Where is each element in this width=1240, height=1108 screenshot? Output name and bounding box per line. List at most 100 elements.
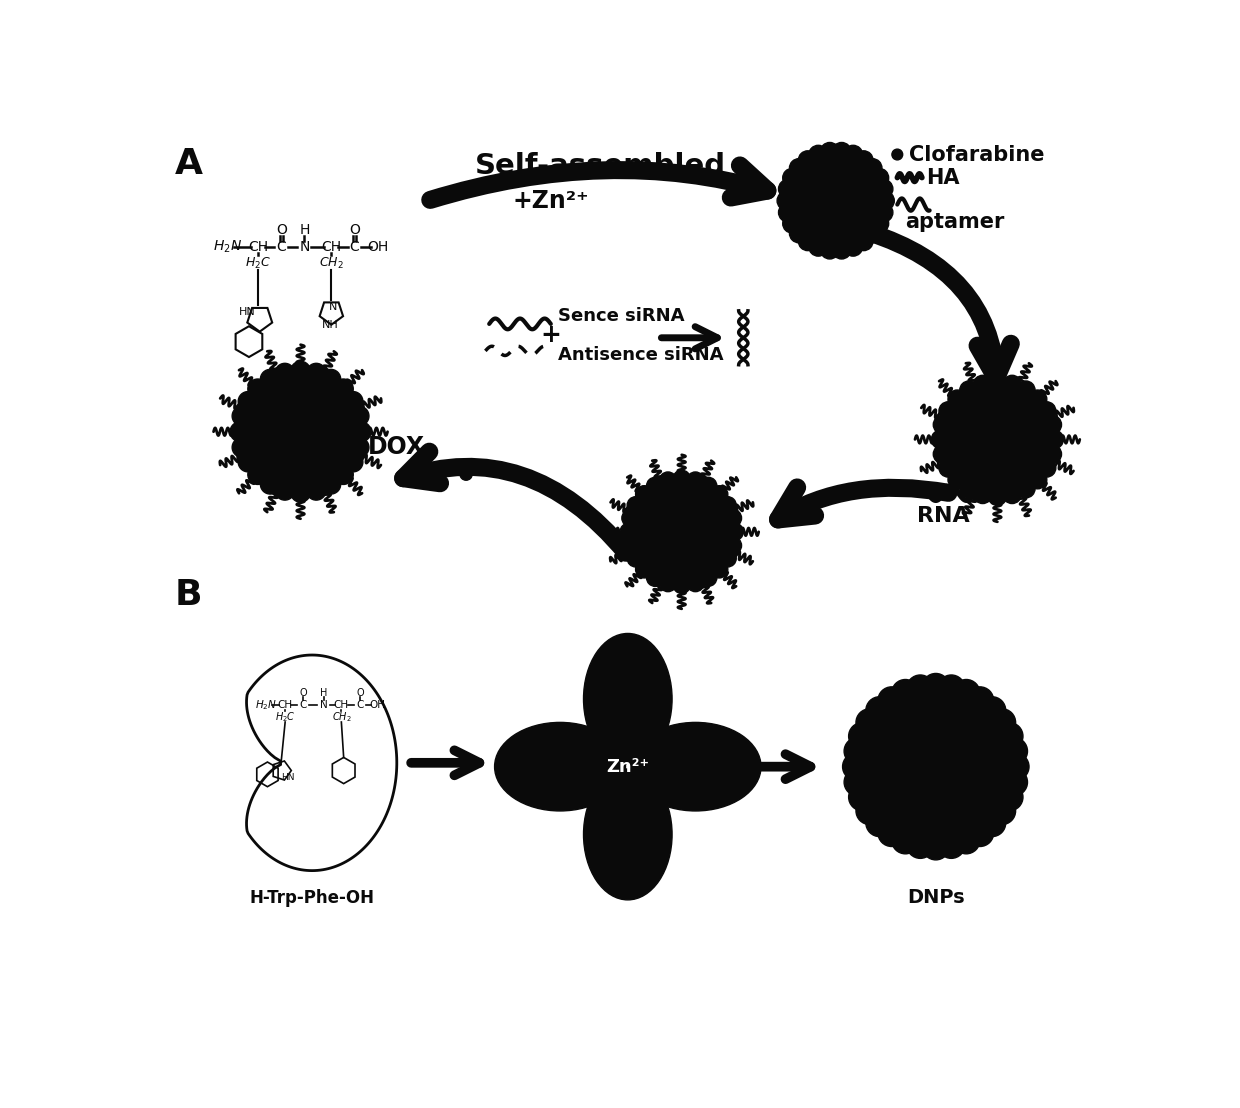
Text: $CH_2$: $CH_2$ <box>319 256 343 271</box>
Circle shape <box>842 753 870 780</box>
Ellipse shape <box>630 722 761 811</box>
Text: C: C <box>356 700 363 710</box>
Circle shape <box>290 361 310 381</box>
Text: C: C <box>350 240 360 254</box>
Circle shape <box>947 390 966 409</box>
Circle shape <box>699 478 717 494</box>
Circle shape <box>844 769 872 796</box>
Circle shape <box>934 445 952 463</box>
Text: CH: CH <box>278 700 293 710</box>
Circle shape <box>232 407 252 425</box>
Circle shape <box>973 376 992 393</box>
Circle shape <box>966 687 993 715</box>
Text: Zn²⁺: Zn²⁺ <box>606 758 650 776</box>
Circle shape <box>790 224 808 243</box>
Circle shape <box>875 192 894 211</box>
Text: B: B <box>175 578 202 612</box>
Text: A: A <box>175 147 203 181</box>
Circle shape <box>1017 480 1035 497</box>
Circle shape <box>892 827 919 854</box>
Circle shape <box>878 819 905 847</box>
Text: O: O <box>299 688 306 698</box>
Text: H: H <box>320 688 327 698</box>
Circle shape <box>660 472 677 490</box>
Circle shape <box>1038 459 1055 478</box>
Circle shape <box>719 550 737 567</box>
Text: Sence siRNA: Sence siRNA <box>558 307 684 326</box>
Circle shape <box>848 783 877 811</box>
Text: H-Trp-Phe-OH: H-Trp-Phe-OH <box>249 889 374 906</box>
Circle shape <box>939 459 957 478</box>
Circle shape <box>999 738 1028 765</box>
Circle shape <box>260 474 280 494</box>
Circle shape <box>923 674 950 701</box>
Circle shape <box>906 675 934 702</box>
Text: HN: HN <box>239 307 255 317</box>
Circle shape <box>821 240 839 259</box>
Text: $CH_2$: $CH_2$ <box>331 710 351 725</box>
Text: H: H <box>299 223 310 237</box>
Circle shape <box>782 168 802 187</box>
Circle shape <box>724 537 742 554</box>
Circle shape <box>290 482 310 502</box>
Circle shape <box>646 478 663 494</box>
Circle shape <box>869 168 889 187</box>
Circle shape <box>978 697 1006 725</box>
Circle shape <box>1003 376 1022 393</box>
Circle shape <box>988 797 1016 824</box>
Circle shape <box>232 438 252 458</box>
Text: CH: CH <box>248 240 268 254</box>
Circle shape <box>996 783 1023 811</box>
Circle shape <box>673 470 691 488</box>
Circle shape <box>966 819 993 847</box>
Circle shape <box>947 471 966 489</box>
Text: O: O <box>348 223 360 237</box>
Text: O: O <box>356 688 363 698</box>
Circle shape <box>321 474 341 494</box>
Circle shape <box>978 809 1006 837</box>
Circle shape <box>939 402 957 420</box>
Circle shape <box>627 496 645 514</box>
Text: OH: OH <box>370 700 386 710</box>
Circle shape <box>334 379 353 399</box>
Circle shape <box>627 478 735 586</box>
Circle shape <box>1002 753 1029 780</box>
Text: +Zn²⁺: +Zn²⁺ <box>512 188 589 213</box>
Circle shape <box>334 464 353 484</box>
Text: RNA: RNA <box>918 506 970 526</box>
Circle shape <box>646 570 663 586</box>
Circle shape <box>856 709 883 736</box>
Text: DOX: DOX <box>368 435 425 459</box>
Circle shape <box>854 686 1017 848</box>
Circle shape <box>627 550 645 567</box>
Circle shape <box>832 240 851 259</box>
Text: +: + <box>541 324 562 348</box>
Circle shape <box>1028 390 1047 409</box>
Text: $H_2N$: $H_2N$ <box>213 238 242 255</box>
Circle shape <box>808 145 828 164</box>
Circle shape <box>863 158 882 177</box>
Text: CH: CH <box>321 240 341 254</box>
Circle shape <box>1038 402 1055 420</box>
Circle shape <box>878 687 905 715</box>
Circle shape <box>260 369 280 389</box>
Circle shape <box>799 151 817 170</box>
Circle shape <box>874 203 893 222</box>
Circle shape <box>866 809 893 837</box>
Text: $H_2C$: $H_2C$ <box>275 710 295 725</box>
Circle shape <box>821 143 839 162</box>
Circle shape <box>1028 471 1047 489</box>
Circle shape <box>854 151 873 170</box>
Circle shape <box>863 224 882 243</box>
Circle shape <box>937 675 965 702</box>
Circle shape <box>996 722 1023 750</box>
Text: DNPs: DNPs <box>906 889 965 907</box>
Circle shape <box>1017 381 1035 400</box>
Circle shape <box>1003 485 1022 503</box>
Circle shape <box>973 485 992 503</box>
Circle shape <box>832 143 851 162</box>
Text: aptamer: aptamer <box>905 212 1004 232</box>
Circle shape <box>350 438 370 458</box>
Text: N: N <box>329 302 337 312</box>
Circle shape <box>808 237 828 256</box>
